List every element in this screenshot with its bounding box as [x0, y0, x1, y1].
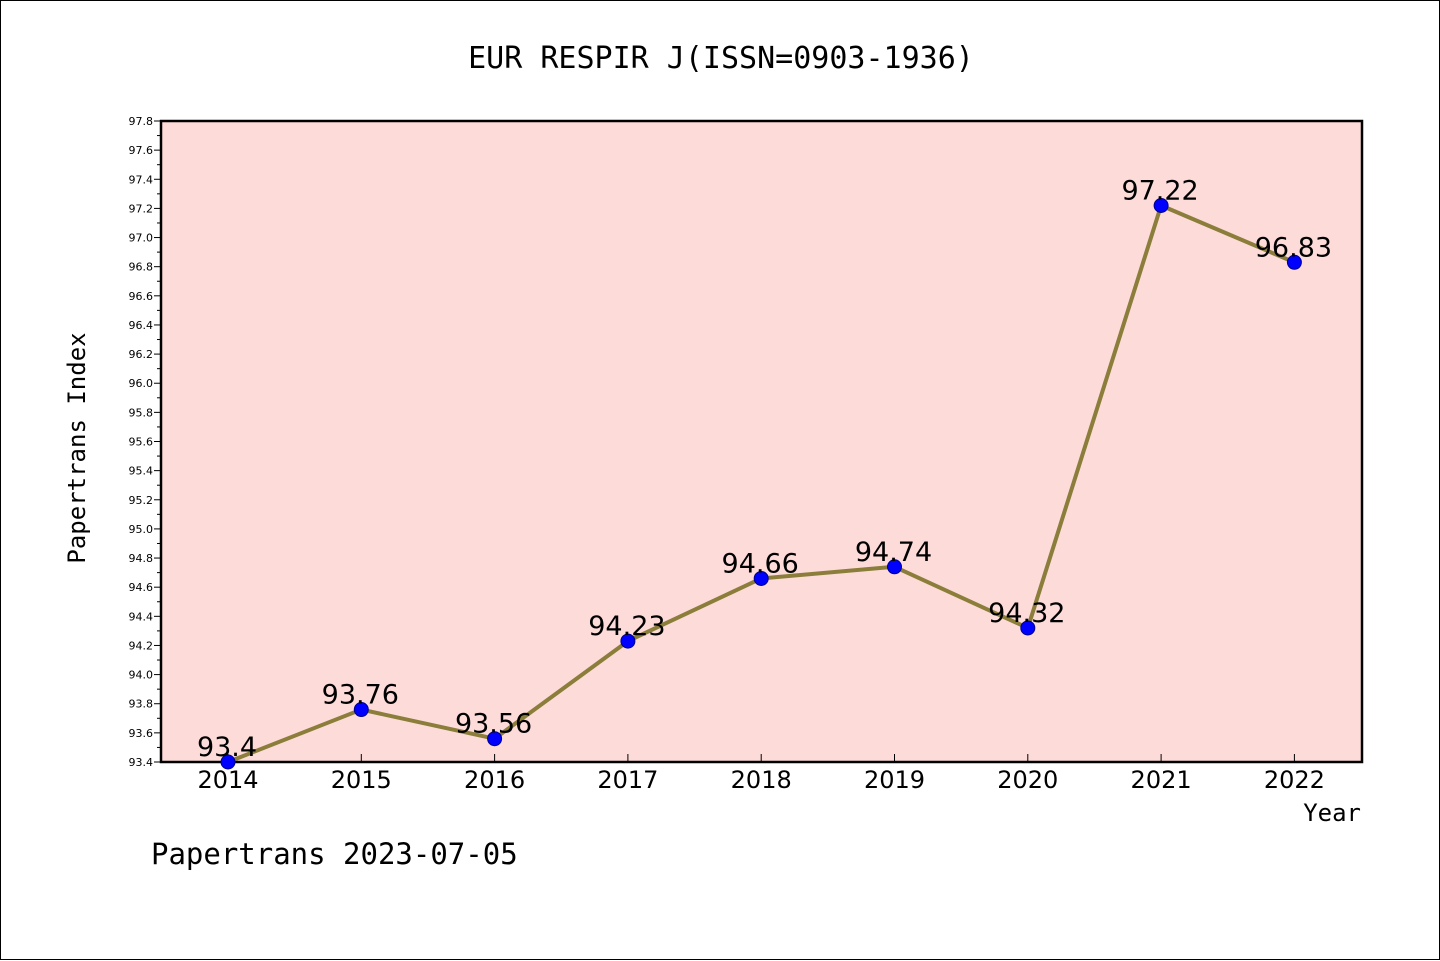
y-tick-label: 94.8	[129, 552, 154, 565]
data-point-marker	[487, 731, 503, 747]
data-label: 93.56	[455, 709, 532, 740]
y-tick-label: 96.4	[129, 319, 154, 332]
x-tick-label: 2018	[731, 766, 792, 794]
x-tick-label: 2017	[597, 766, 658, 794]
y-tick-label: 94.0	[129, 669, 154, 682]
y-tick-label: 95.8	[129, 406, 154, 419]
data-label-group: 93.4 93.76 93.56 94.23 94.66 94.74 94.32 97.22 9…	[197, 175, 1332, 763]
data-point-marker	[353, 702, 369, 718]
y-tick-label: 96.6	[129, 290, 154, 303]
y-tick-label: 95.4	[129, 465, 154, 478]
y-tick-label: 93.4	[129, 756, 154, 769]
data-point-marker	[1153, 197, 1169, 213]
x-tick-label: 2014	[197, 766, 258, 794]
y-tick-label: 95.6	[129, 436, 154, 449]
data-point-marker	[753, 570, 769, 586]
y-tick-label: 96.2	[129, 348, 154, 361]
data-point-marker	[1286, 254, 1302, 270]
x-tick-label: 2022	[1264, 766, 1325, 794]
chart-title: EUR RESPIR J(ISSN=0903-1936)	[468, 41, 974, 76]
y-tick-label: 96.8	[129, 261, 154, 274]
y-tick-label: 95.0	[129, 523, 154, 536]
y-tick-label: 97.4	[129, 173, 154, 186]
data-label: 94.32	[988, 598, 1065, 629]
data-label: 93.76	[322, 680, 399, 711]
y-tick-label: 97.2	[129, 202, 154, 215]
data-point-marker	[887, 559, 902, 575]
y-axis: 93.4 93.6 93.8 94.0 94.2 94.4 94.6 94.8 95.0 95.2…	[129, 115, 161, 769]
x-tick-label: 2019	[864, 766, 925, 794]
y-tick-label: 93.8	[129, 698, 154, 711]
data-point-marker	[1020, 620, 1036, 636]
data-label: 93.4	[197, 732, 257, 763]
x-tick-label: 2021	[1131, 766, 1192, 794]
data-label: 96.83	[1255, 232, 1332, 263]
y-tick-label: 95.2	[129, 494, 154, 507]
plot-area	[159, 119, 1364, 764]
data-label: 97.22	[1121, 175, 1198, 206]
footer-text: Papertrans 2023-07-05	[151, 837, 518, 871]
x-tick-label: 2015	[331, 766, 392, 794]
marker-group	[220, 197, 1302, 770]
y-tick-label: 94.6	[129, 581, 154, 594]
data-point-marker	[220, 754, 236, 770]
x-tick-label: 2016	[464, 766, 525, 794]
x-tick-label: 2020	[997, 766, 1058, 794]
y-tick-label: 97.0	[129, 232, 154, 245]
y-axis-label: Papertrans Index	[63, 332, 91, 563]
y-tick-label: 94.4	[129, 610, 154, 623]
x-axis: 2014 2015 2016 2017 2018 2019 2020 2021 2022	[197, 754, 1325, 794]
y-tick-label: 97.6	[129, 144, 154, 157]
y-tick-label: 93.6	[129, 727, 154, 740]
data-label: 94.23	[588, 611, 665, 642]
y-tick-label: 94.2	[129, 639, 154, 652]
data-point-marker	[620, 633, 636, 649]
data-label: 94.74	[855, 537, 932, 568]
data-label: 94.66	[722, 548, 799, 579]
x-axis-label: Year	[1303, 799, 1361, 827]
y-tick-label: 96.0	[129, 377, 154, 390]
y-tick-label: 97.8	[129, 115, 154, 128]
